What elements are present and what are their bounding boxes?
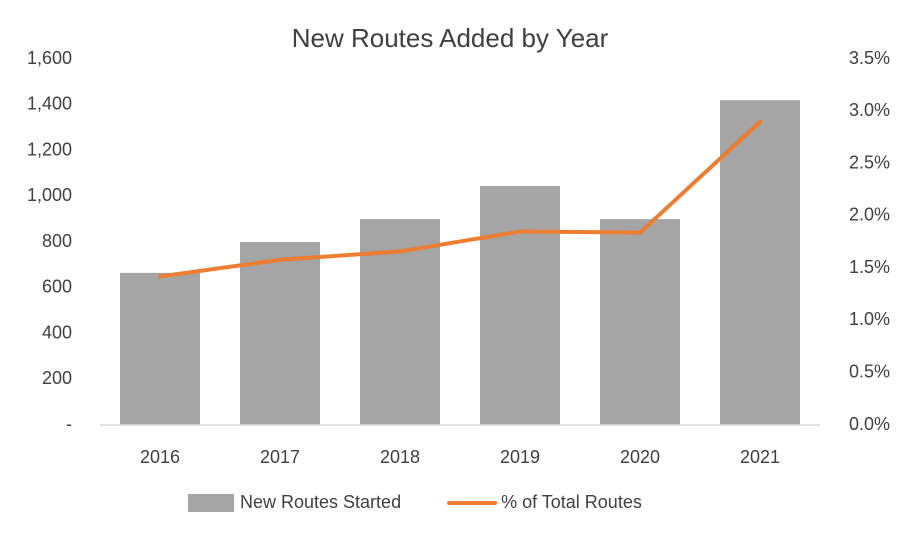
bar (720, 100, 800, 426)
x-tick-label: 2020 (620, 447, 660, 467)
y2-tick-label: 2.0% (849, 205, 890, 225)
x-tick-label: 2018 (380, 447, 420, 467)
legend-label: New Routes Started (240, 492, 401, 512)
y-tick-label: 1,200 (27, 139, 72, 159)
legend-label: % of Total Routes (501, 492, 642, 512)
bar (240, 242, 320, 425)
y-tick-label: 1,000 (27, 185, 72, 205)
x-tick-label: 2016 (140, 447, 180, 467)
y-tick-label: 400 (42, 322, 72, 342)
x-tick-label: 2019 (500, 447, 540, 467)
y2-tick-label: 2.5% (849, 152, 890, 172)
chart-title: New Routes Added by Year (292, 23, 609, 53)
y-tick-label: - (66, 414, 72, 434)
y2-tick-label: 0.5% (849, 361, 890, 381)
y2-tick-label: 1.5% (849, 257, 890, 277)
y-tick-label: 1,600 (27, 48, 72, 68)
y2-tick-label: 3.5% (849, 48, 890, 68)
x-tick-label: 2021 (740, 447, 780, 467)
y2-tick-label: 3.0% (849, 100, 890, 120)
legend-swatch (188, 494, 234, 512)
y-tick-label: 600 (42, 277, 72, 297)
y-tick-label: 200 (42, 368, 72, 388)
y2-tick-label: 1.0% (849, 309, 890, 329)
bar (480, 185, 560, 425)
y-tick-label: 1,400 (27, 94, 72, 114)
y-tick-label: 800 (42, 231, 72, 251)
y2-tick-label: 0.0% (849, 414, 890, 434)
line (158, 119, 762, 279)
bar (120, 272, 200, 425)
x-tick-label: 2017 (260, 447, 300, 467)
bar (600, 219, 680, 425)
